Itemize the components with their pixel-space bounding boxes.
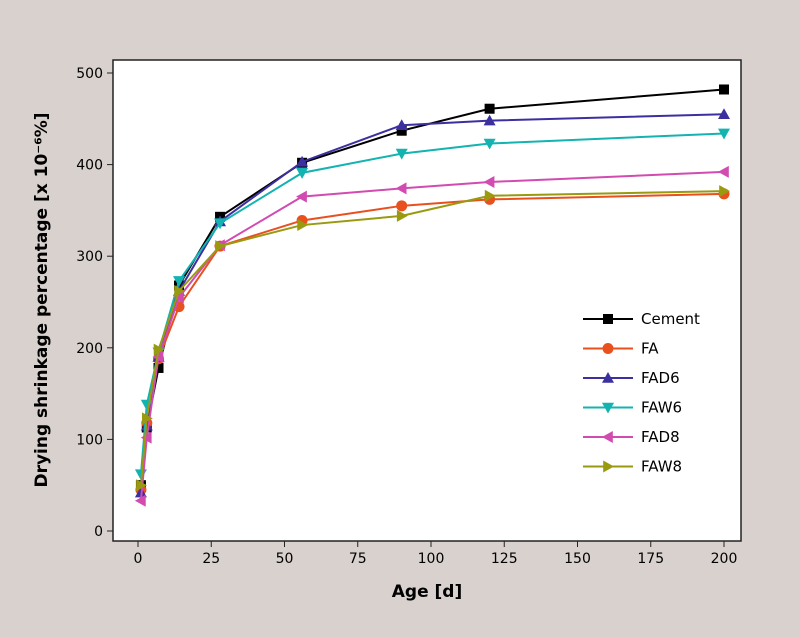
data-point [483,114,496,126]
data-point [395,182,407,195]
x-tick-label: 50 [276,551,294,567]
data-point [141,412,153,425]
legend-marker [603,460,614,473]
data-point [136,479,147,492]
y-tick-label: 200 [76,341,103,357]
data-point [395,119,408,131]
data-point [296,190,307,203]
legend-label: FAW6 [641,399,682,417]
x-tick-label: 175 [637,551,664,567]
data-point [174,285,186,298]
y-axis-label: Drying shrinkage percentage [x 10⁻⁶%] [32,112,52,487]
data-point [718,165,729,178]
data-point [153,362,164,373]
x-tick-label: 0 [134,551,143,567]
y-tick-label: 400 [76,158,103,174]
data-point [173,276,186,287]
plot-area [112,59,742,542]
data-point [396,209,408,222]
data-point [296,168,309,179]
data-point [719,84,729,95]
legend-label: Cement [641,310,700,328]
legend-marker [603,314,613,324]
data-point [718,108,730,120]
legend-marker [602,402,614,414]
y-tick-label: 500 [76,66,103,82]
legend-marker [602,343,614,354]
legend-marker [602,431,613,443]
legend-label: FAD8 [641,428,680,446]
data-point [297,219,309,232]
data-point [395,148,408,160]
y-tick-label: 300 [76,249,103,265]
data-point [396,125,407,136]
legend-label: FAD6 [641,369,680,387]
y-tick-label: 100 [76,432,103,448]
x-tick-label: 75 [349,551,367,567]
x-tick-label: 200 [711,551,738,567]
x-axis-label: Age [d] [392,582,462,602]
x-tick-label: 25 [202,551,220,567]
data-point [396,200,408,212]
legend-label: FA [641,340,659,358]
data-point [719,185,730,198]
data-point [483,138,496,150]
data-point [483,176,495,189]
data-point [484,189,496,202]
y-tick-label: 0 [94,524,103,540]
data-point [215,240,227,253]
data-point [173,291,184,304]
series-faw8 [136,185,730,492]
data-point [153,343,165,356]
x-tick-label: 100 [418,551,445,567]
x-tick-label: 150 [564,551,591,567]
legend-marker [602,372,614,383]
x-tick-label: 125 [491,551,518,567]
data-point [134,494,146,507]
data-point [484,103,495,114]
data-point [140,431,152,444]
legend-label: FAW8 [641,458,682,476]
data-point [214,218,227,230]
data-point [296,155,309,167]
data-point [718,128,730,140]
